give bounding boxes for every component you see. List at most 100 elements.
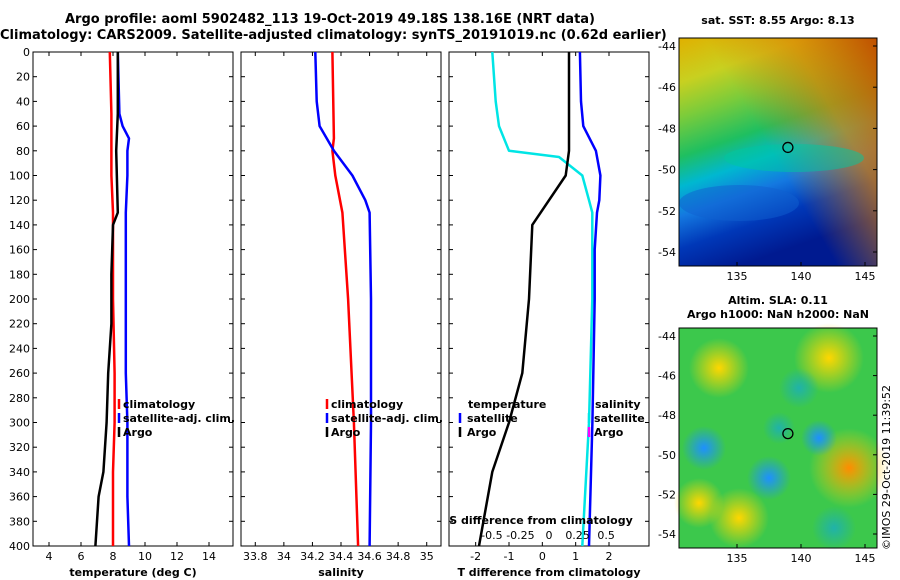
- legend-title: temperature: [468, 398, 546, 411]
- argo-float-marker: [782, 141, 794, 154]
- sst-cold-eddy: [679, 185, 799, 221]
- series-satellite-adj-clim-: [314, 51, 373, 547]
- lon-label: 140: [791, 552, 812, 565]
- lat-label: -44: [658, 330, 676, 343]
- panel-frame: [448, 51, 650, 547]
- legend-label: Argo: [123, 426, 153, 439]
- lon-label: 145: [855, 270, 876, 283]
- y-tick-label: 220: [9, 318, 30, 331]
- panel-frame: [32, 51, 234, 547]
- map-frame: [678, 37, 878, 267]
- x-tick-label: 0: [539, 550, 546, 563]
- lat-label: -46: [658, 81, 676, 94]
- legend-label: Argo: [467, 426, 497, 439]
- x-tick-label: 34.2: [300, 550, 325, 563]
- argo-float-marker: [782, 427, 794, 440]
- x-tick-label: 12: [170, 550, 184, 563]
- lat-label: -54: [658, 528, 676, 541]
- title-line-1: Argo profile: aoml 5902482_113 19-Oct-20…: [64, 12, 596, 27]
- legend-label: satellite-adj. clim.: [123, 412, 235, 425]
- y-tick-label: 360: [9, 491, 30, 504]
- legend-label: climatology: [123, 398, 195, 411]
- y-tick-label: 0: [23, 46, 30, 59]
- y-tick-label: 340: [9, 466, 30, 479]
- y-tick-label: 20: [16, 71, 30, 84]
- y-tick-label: 260: [9, 367, 30, 380]
- lat-label: -52: [658, 205, 676, 218]
- title-line-2: Climatology: CARS2009. Satellite-adjuste…: [0, 28, 667, 43]
- lon-label: 135: [727, 270, 748, 283]
- map-frame: [678, 327, 878, 549]
- y-tick-label: 160: [9, 244, 30, 257]
- panel-t_difference: -2 -1 0 1 2 T difference from climatology: [448, 51, 650, 579]
- sla-anomaly: [689, 338, 749, 398]
- y-tick-label: 380: [9, 515, 30, 528]
- t-difference-extras: S difference from climatology-0.5 -0.25 0 0…: [449, 398, 644, 542]
- x-tick-label: 6: [78, 550, 85, 563]
- x-tick-label: -2: [470, 550, 481, 563]
- map-sst: sat. SST: 8.55 Argo: 8.13 -44 -46 -48 -50 -52…: [658, 14, 878, 283]
- y-tick-label: 140: [9, 219, 30, 232]
- sla-anomaly: [812, 506, 856, 550]
- y-tick-label: 280: [9, 392, 30, 405]
- legend-label: satellite-adj. clim.: [331, 412, 443, 425]
- s-axis-label: S difference from climatology: [449, 514, 633, 527]
- x-tick-label: 34: [277, 550, 291, 563]
- sst-front: [724, 144, 864, 172]
- x-tick-label: 33.8: [243, 550, 268, 563]
- x-tick-label: 34.6: [357, 550, 382, 563]
- x-tick-label: 35: [420, 550, 434, 563]
- sla-anomaly: [779, 368, 819, 408]
- x-axis-label: T difference from climatology: [457, 566, 640, 579]
- y-tick-label: 100: [9, 170, 30, 183]
- y-tick-label: 320: [9, 441, 30, 454]
- sla-anomaly: [801, 420, 837, 456]
- y-tick-label: 60: [16, 120, 30, 133]
- y-tick-label: 300: [9, 417, 30, 430]
- x-tick-label: 14: [202, 550, 216, 563]
- sla-anomaly: [763, 412, 795, 444]
- x-axis-label: temperature (deg C): [69, 566, 196, 579]
- x-tick-label: 1: [572, 550, 579, 563]
- map-title: Argo h1000: NaN h2000: NaN: [687, 308, 869, 321]
- map-title: Altim. SLA: 0.11: [728, 294, 828, 307]
- sla-anomaly: [682, 426, 726, 470]
- x-axis-label: salinity: [318, 566, 364, 579]
- y-tick-label: 200: [9, 293, 30, 306]
- y-tick-label: 400: [9, 540, 30, 553]
- lon-label: 140: [791, 270, 812, 283]
- s-tick-label: 0: [546, 529, 553, 542]
- lat-label: -44: [658, 40, 676, 53]
- x-tick-label: 34.4: [329, 550, 354, 563]
- legend-label: Argo: [331, 426, 361, 439]
- series-salinity-satellite: [578, 51, 602, 547]
- x-tick-label: 8: [110, 550, 117, 563]
- s-tick-label: -0.25: [506, 529, 534, 542]
- legend-label: climatology: [331, 398, 403, 411]
- credit-label: ©IMOS 29-Oct-2019 11:39:52: [880, 385, 893, 550]
- sla-anomaly: [747, 456, 791, 500]
- panel-frame: [240, 51, 442, 547]
- lon-label: 145: [855, 552, 876, 565]
- lat-label: -48: [658, 122, 676, 135]
- lat-label: -54: [658, 246, 676, 259]
- series-temperature-satellite: [491, 51, 594, 547]
- legend-label: Argo: [594, 426, 624, 439]
- y-tick-label: 40: [16, 95, 30, 108]
- s-tick-label: 0.25: [565, 529, 590, 542]
- y-tick-label: 240: [9, 342, 30, 355]
- lat-label: -50: [658, 164, 676, 177]
- map-title: sat. SST: 8.55 Argo: 8.13: [701, 14, 854, 27]
- lat-label: -48: [658, 409, 676, 422]
- lon-label: 135: [727, 552, 748, 565]
- panel-salinity: 33.8 34 34.2 34.4 34.6 34.8 35 salinity climatol…: [240, 51, 443, 579]
- s-tick-label: 0.5: [597, 529, 615, 542]
- series-climatology: [331, 51, 360, 547]
- x-tick-label: 2: [606, 550, 613, 563]
- y-tick-label: 180: [9, 268, 30, 281]
- series-argo: [94, 52, 120, 547]
- legend-label: satellite: [467, 412, 518, 425]
- x-tick-label: -1: [504, 550, 515, 563]
- x-tick-label: 10: [138, 550, 152, 563]
- s-tick-label: -0.5: [481, 529, 502, 542]
